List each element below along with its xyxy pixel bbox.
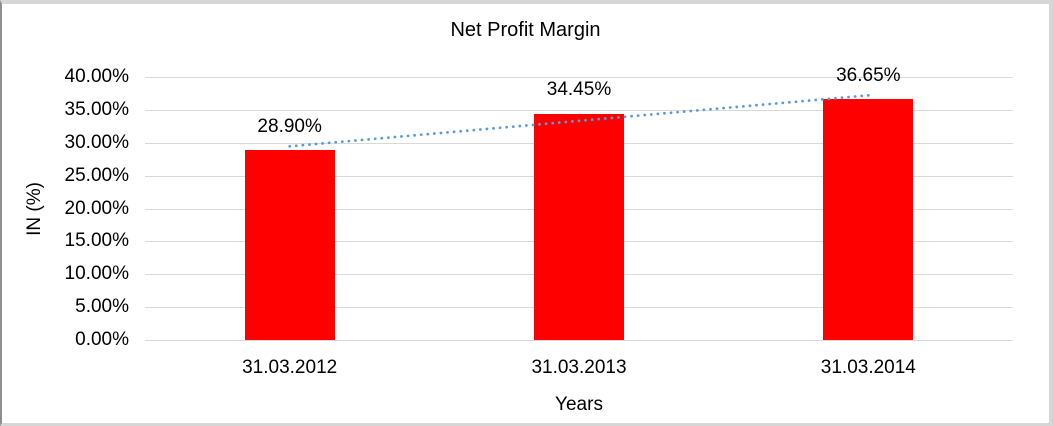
trendline	[288, 93, 870, 148]
y-tick-label: 10.00%	[64, 263, 129, 285]
bar-data-label: 36.65%	[836, 65, 901, 87]
y-tick-label: 40.00%	[64, 66, 129, 87]
bar-data-label: 28.90%	[257, 115, 322, 137]
gridline	[145, 109, 1013, 111]
y-tick-label: 5.00%	[75, 296, 129, 318]
gridline	[145, 340, 1013, 341]
x-axis-title: Years	[555, 394, 603, 415]
gridline	[145, 77, 1013, 78]
x-axis-ticks: 31.03.2012 31.03.2013 31.03.2014	[145, 357, 1013, 381]
x-tick-label: 31.03.2013	[531, 357, 627, 378]
y-tick-label: 25.00%	[64, 164, 129, 186]
plot-area: 28.90% 34.45% 36.65%	[145, 66, 1013, 341]
y-tick-label: 0.00%	[75, 329, 129, 350]
chart-title: Net Profit Margin	[450, 19, 601, 41]
x-tick-label: 31.03.2012	[242, 357, 338, 378]
x-tick-label: 31.03.2014	[820, 357, 916, 378]
y-tick-label: 30.00%	[64, 131, 129, 153]
bar	[534, 113, 624, 340]
bar	[823, 99, 914, 340]
bar	[244, 149, 335, 340]
y-tick-label: 15.00%	[64, 230, 129, 252]
y-tick-label: 35.00%	[64, 98, 129, 120]
y-tick-label: 20.00%	[64, 197, 129, 219]
bar-data-label: 34.45%	[546, 79, 612, 101]
y-axis-ticks: 0.00% 5.00% 10.00% 15.00% 20.00% 25.00% 30.00%…	[2, 4, 129, 423]
